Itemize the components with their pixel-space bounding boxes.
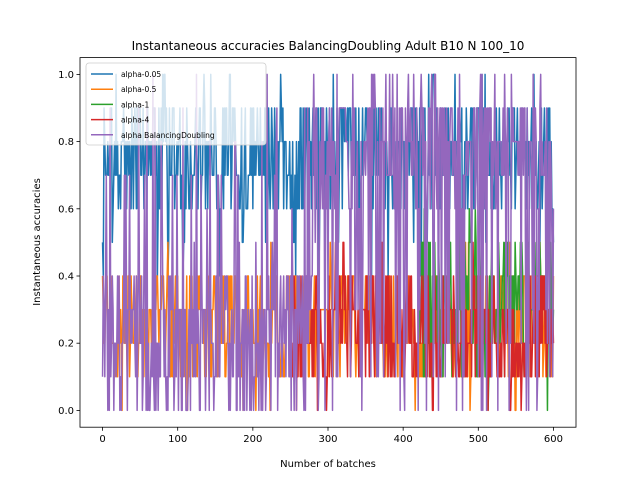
x-tick-label: 300	[318, 434, 337, 445]
legend-label: alpha-1	[121, 100, 149, 109]
chart-title: Instantaneous accuracies BalancingDoubli…	[132, 39, 525, 53]
series-layer	[101, 73, 555, 412]
x-tick-label: 500	[469, 434, 488, 445]
x-tick-label: 200	[243, 434, 262, 445]
x-tick-label: 100	[168, 434, 187, 445]
legend-label: alpha-0.5	[121, 85, 157, 94]
series-line-alpha-balancingdoubling	[101, 73, 555, 412]
legend: alpha-0.05 alpha-0.5 alpha-1 alpha-4 alpha B…	[85, 62, 267, 146]
legend-label: alpha BalancingDoubling	[121, 131, 215, 140]
y-tick-label: 0.8	[58, 137, 74, 148]
x-tick-label: 400	[394, 434, 413, 445]
x-axis-ticks: 0 100 200 300 400 500 600	[99, 427, 563, 445]
y-tick-label: 0.0	[58, 406, 74, 417]
x-tick-label: 0	[99, 434, 105, 445]
y-tick-label: 0.4	[58, 272, 74, 283]
plot-area: 0 100 200 300 400 500 600 0.0 0.2 0.4 0.6 0.8 1.0	[58, 57, 577, 445]
x-tick-label: 600	[544, 434, 563, 445]
legend-label: alpha-0.05	[121, 70, 161, 79]
y-tick-label: 0.6	[58, 204, 74, 215]
y-axis-ticks: 0.0 0.2 0.4 0.6 0.8 1.0	[58, 70, 80, 417]
legend-label: alpha-4	[121, 116, 149, 125]
y-axis-label: Instantaneous accuracies	[32, 178, 43, 306]
y-tick-label: 1.0	[58, 70, 74, 81]
legend-items: alpha-0.05 alpha-0.5 alpha-1 alpha-4 alpha B…	[91, 70, 215, 140]
y-tick-label: 0.2	[58, 339, 74, 350]
x-axis-label: Number of batches	[280, 459, 376, 470]
legend-box	[85, 62, 267, 146]
